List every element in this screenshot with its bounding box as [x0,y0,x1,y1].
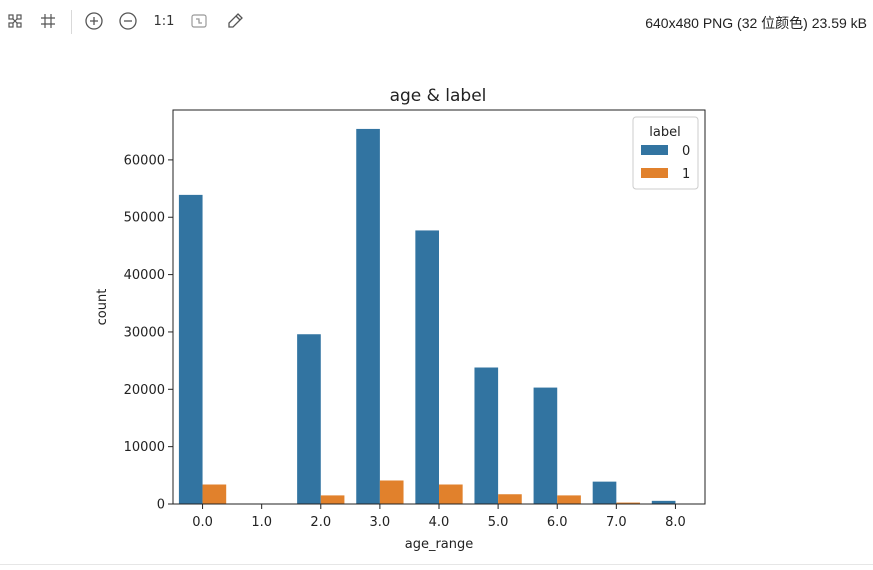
bar-2.0-label-1 [320,495,345,504]
bar-0.0-label-0 [178,194,203,504]
legend-title: label [649,125,680,140]
legend-label-1: 1 [682,167,690,182]
x-tick-label: 1.0 [251,515,272,530]
file-info: 640x480 PNG (32 位颜色) 23.59 kB [645,15,867,31]
y-tick-label: 10000 [124,440,165,455]
eyedropper-icon[interactable] [222,8,248,34]
legend: label 0 1 [632,116,699,190]
actual-size-button[interactable]: 1:1 [153,13,175,29]
x-tick-label: 3.0 [370,515,391,530]
x-tick-label: 2.0 [310,515,331,530]
zoom-out-icon[interactable] [115,8,141,34]
y-tick-label: 50000 [124,211,165,226]
toolbar-separator [71,10,72,34]
bar-4.0-label-1 [439,484,463,504]
fit-to-window-icon[interactable] [2,8,28,34]
bar-0.0-label-1 [202,484,227,504]
y-axis-label: count [95,289,110,326]
y-tick-label: 40000 [124,268,165,283]
bar-7.0-label-0 [592,481,617,504]
y-tick-label: 30000 [124,325,165,340]
x-tick-label: 5.0 [488,515,509,530]
bar-4.0-label-0 [415,230,439,504]
y-axis: 0 10000 20000 30000 40000 50000 60000 [124,153,173,513]
grid-icon[interactable] [35,8,61,34]
x-tick-label: 0.0 [192,515,213,530]
x-tick-label: 4.0 [429,515,450,530]
x-axis: 0.0 1.0 2.0 3.0 4.0 5.0 6.0 7.0 8.0 [192,504,686,530]
legend-label-0: 0 [682,144,690,159]
x-tick-label: 7.0 [606,515,627,530]
legend-swatch-0 [641,145,668,155]
bar-3.0-label-0 [356,128,380,504]
x-tick-label: 8.0 [665,515,686,530]
chart-title: age & label [390,86,487,106]
bar-5.0-label-0 [474,367,499,504]
status-divider [0,564,873,565]
zoom-in-icon[interactable] [81,8,107,34]
x-axis-label: age_range [405,537,474,552]
x-tick-label: 6.0 [547,515,568,530]
bar-2.0-label-0 [297,334,321,504]
bar-7.0-label-1 [616,502,640,504]
bar-5.0-label-1 [498,494,522,504]
bar-chart: age & label 0 10000 20000 30000 40000 50000 60… [95,86,706,552]
actual-size-icon[interactable] [186,8,212,34]
plot-frame [172,109,706,505]
bar-3.0-label-1 [379,480,404,504]
bar-8.0-label-0 [651,500,676,504]
image-canvas: age & label 0 10000 20000 30000 40000 50000 60… [0,44,873,564]
y-tick-label: 0 [157,498,165,513]
y-tick-label: 60000 [124,153,165,168]
bars [178,128,700,504]
bar-6.0-label-1 [557,495,581,504]
image-viewer-toolbar: 1:1 640x480 PNG (32 位颜色) 23.59 kB [0,0,873,44]
y-tick-label: 20000 [124,383,165,398]
bar-6.0-label-0 [533,387,558,504]
legend-swatch-1 [641,168,668,178]
